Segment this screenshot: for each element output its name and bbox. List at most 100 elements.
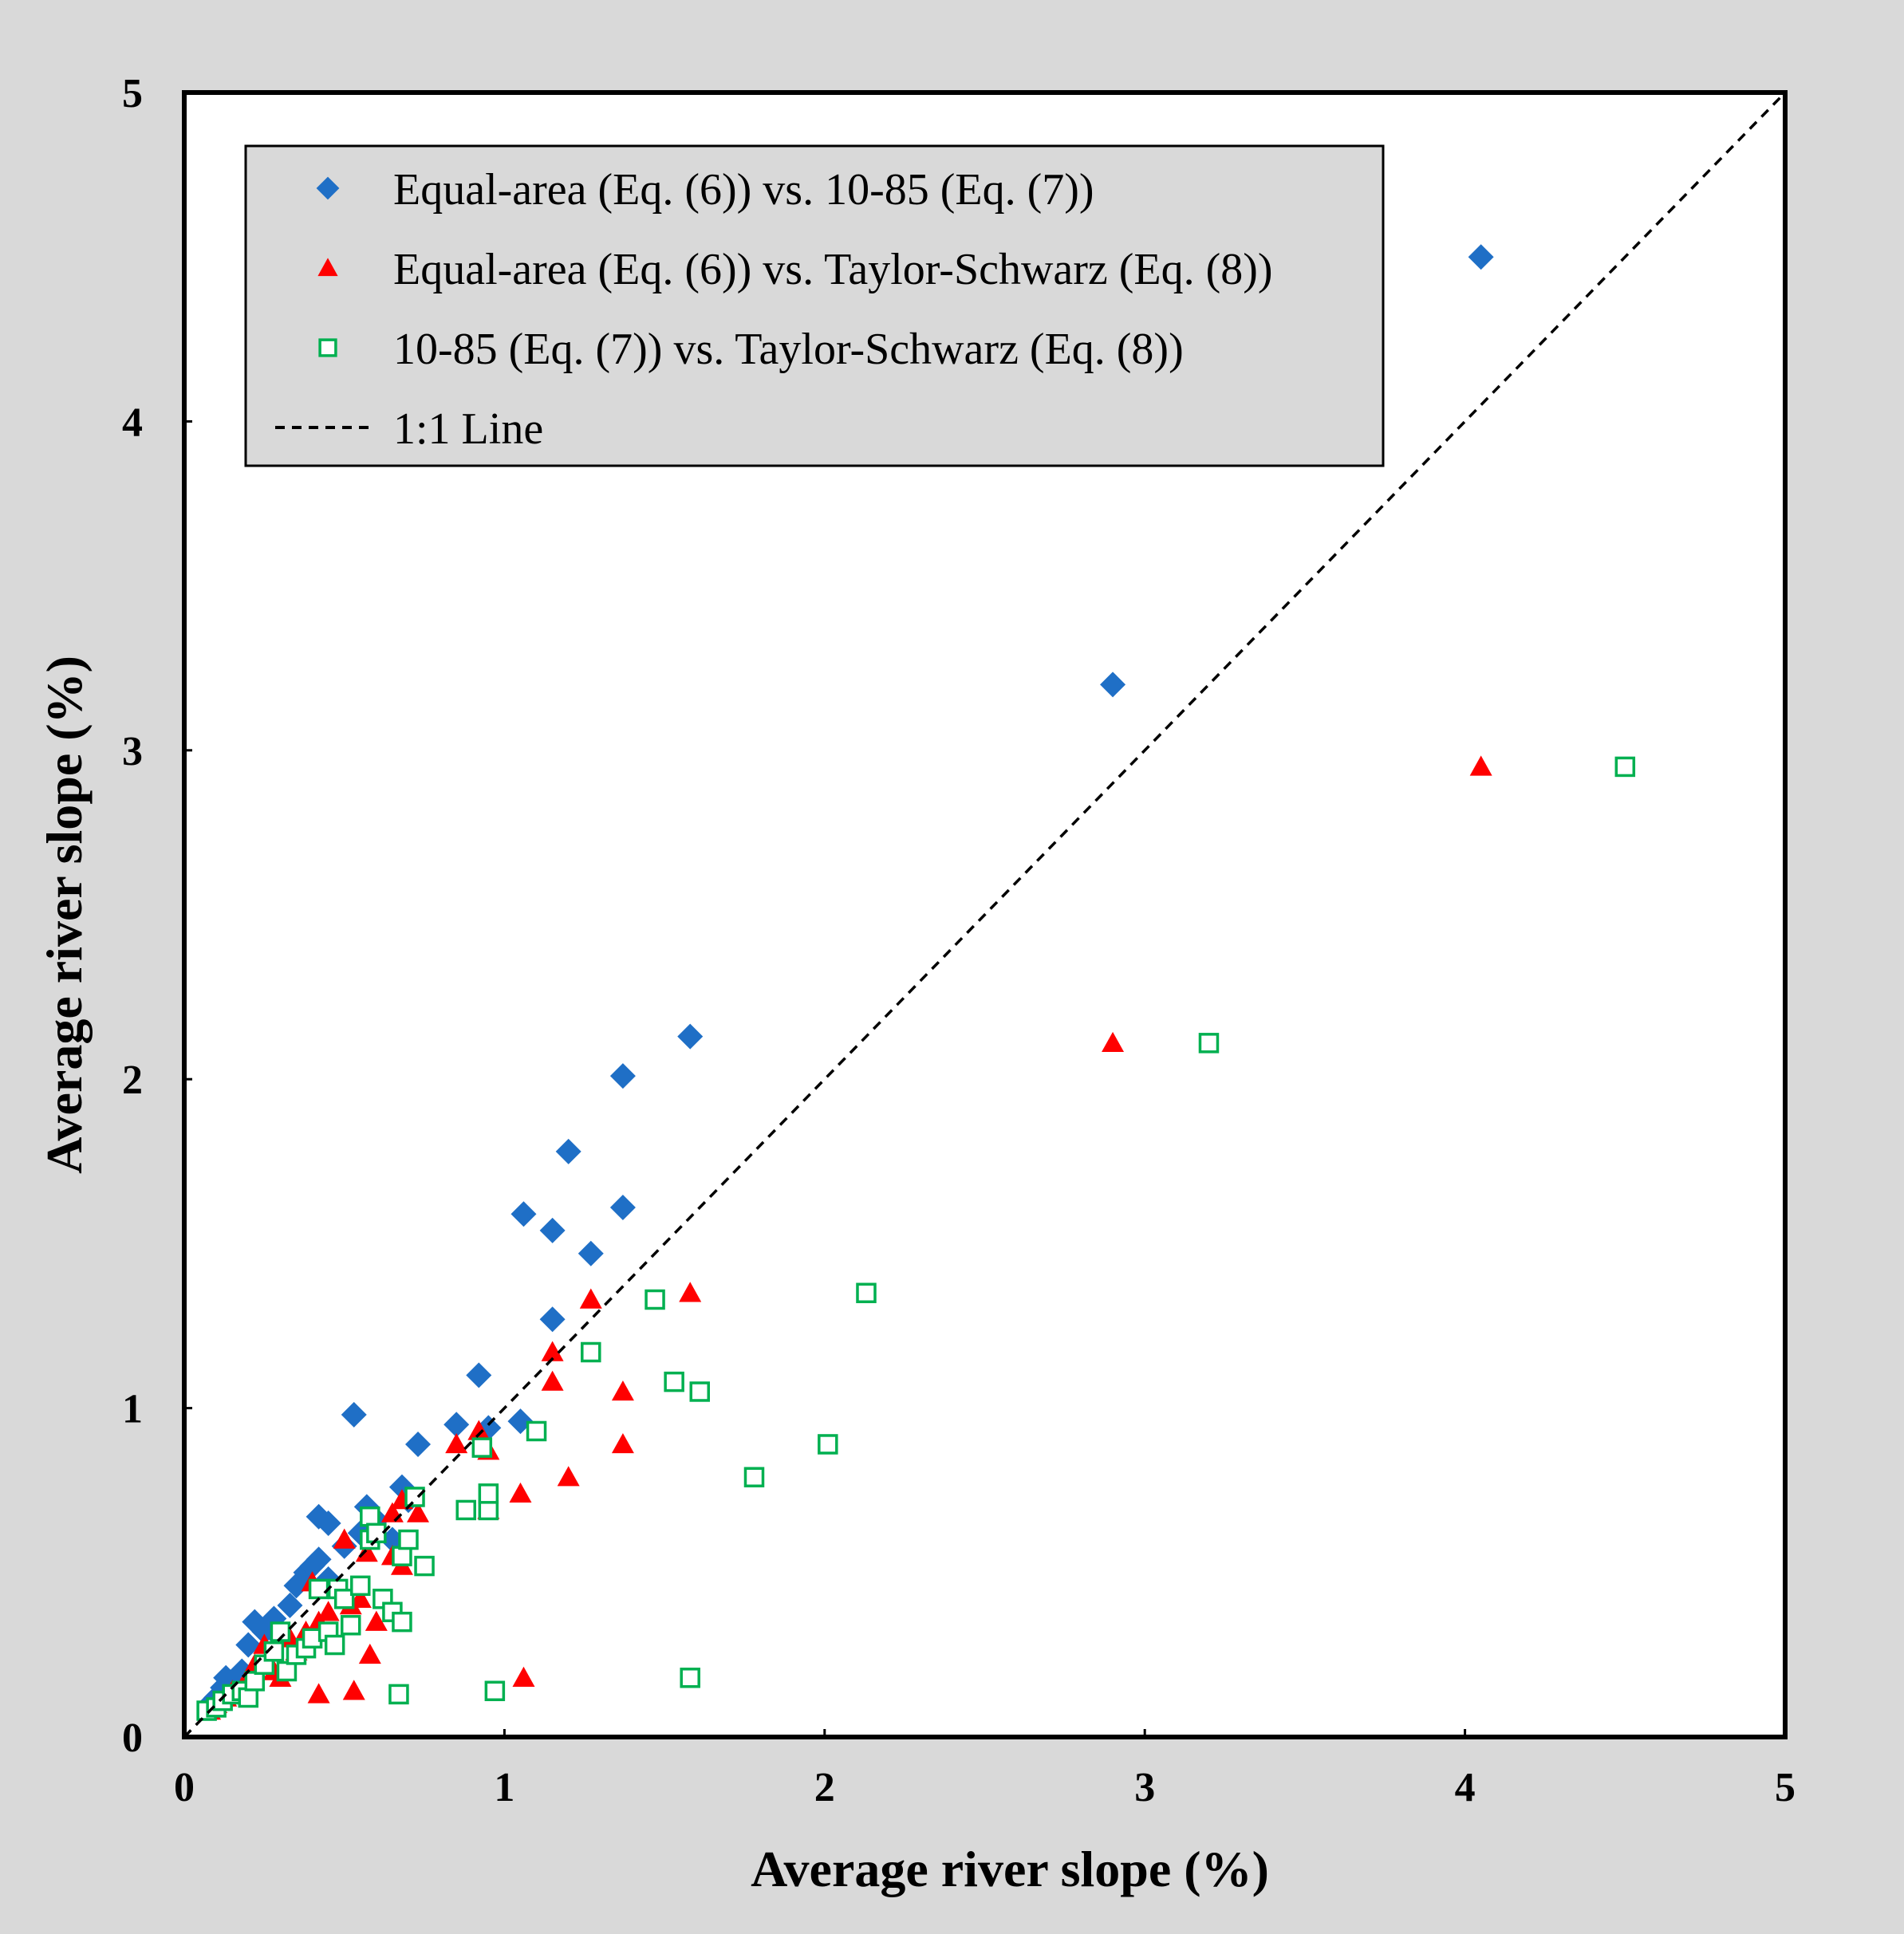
data-point-square <box>270 1621 291 1642</box>
data-point-triangle <box>509 1482 532 1503</box>
data-point-diamond <box>677 1023 704 1050</box>
data-point-diamond <box>277 1593 303 1619</box>
data-point-square <box>414 1555 435 1577</box>
data-point-square <box>276 1660 298 1682</box>
y-tick-label: 3 <box>122 729 143 774</box>
data-point-square <box>324 1634 345 1656</box>
y-tick-label: 5 <box>122 71 143 116</box>
data-point-triangle <box>358 1643 381 1664</box>
data-point-triangle <box>365 1610 388 1631</box>
legend-swatch-square <box>318 338 337 357</box>
data-point-triangle <box>679 1282 702 1302</box>
data-point-diamond <box>466 1362 492 1388</box>
data-point-triangle <box>579 1288 602 1309</box>
x-axis-title: Average river slope (%) <box>751 1841 1269 1897</box>
y-axis-ticks: 0 1 2 3 4 5 <box>122 71 192 1761</box>
legend-label: 10-85 (Eq. (7)) vs. Taylor-Schwarz (Eq. … <box>393 325 1184 374</box>
data-point-triangle <box>333 1528 356 1549</box>
data-point-triangle <box>445 1432 468 1454</box>
data-point-square <box>244 1671 266 1692</box>
data-point-diamond <box>539 1306 566 1333</box>
legend: Equal-area (Eq. (6)) vs. 10-85 (Eq. (7))… <box>244 144 1385 467</box>
data-point-diamond <box>1100 672 1126 698</box>
data-point-square <box>398 1529 419 1550</box>
data-point-triangle <box>557 1466 580 1487</box>
data-point-square <box>392 1546 412 1566</box>
data-point-triangle <box>317 1601 340 1621</box>
data-point-square <box>478 1499 499 1521</box>
legend-label: Equal-area (Eq. (6)) vs. 10-85 (Eq. (7)) <box>393 165 1094 215</box>
data-point-square <box>388 1684 409 1705</box>
data-point-square <box>856 1282 877 1304</box>
data-point-square <box>308 1578 329 1600</box>
data-point-triangle <box>467 1420 491 1440</box>
data-point-diamond <box>609 1063 636 1089</box>
data-point-square <box>526 1420 547 1442</box>
data-point-diamond <box>578 1240 604 1266</box>
x-tick-label: 0 <box>174 1765 195 1810</box>
data-point-square <box>645 1289 665 1310</box>
data-point-square <box>680 1668 700 1688</box>
data-point-square <box>1614 756 1636 778</box>
x-axis-ticks: 0 1 2 3 4 5 <box>174 1729 1796 1810</box>
data-point-square <box>333 1589 355 1609</box>
data-point-square <box>1198 1033 1220 1054</box>
x-tick-label: 4 <box>1455 1765 1476 1810</box>
data-point-square <box>689 1381 711 1402</box>
data-point-square <box>743 1467 765 1487</box>
data-point-square <box>484 1680 506 1702</box>
x-tick-label: 5 <box>1775 1765 1796 1810</box>
data-point-triangle <box>541 1341 564 1361</box>
data-point-diamond <box>555 1138 581 1164</box>
data-point-diamond <box>306 1546 332 1573</box>
data-point-triangle <box>611 1380 634 1401</box>
data-point-triangle <box>342 1680 365 1700</box>
data-point-square <box>404 1487 425 1507</box>
data-point-square <box>478 1483 499 1504</box>
data-point-triangle <box>541 1370 564 1391</box>
data-point-square <box>818 1434 838 1455</box>
data-point-diamond <box>510 1201 537 1227</box>
series-square-points <box>196 756 1636 1721</box>
data-point-diamond <box>443 1412 470 1438</box>
x-tick-label: 2 <box>814 1765 835 1810</box>
data-point-square <box>455 1499 476 1521</box>
data-point-square <box>471 1437 493 1458</box>
data-point-triangle <box>1469 755 1492 776</box>
data-point-square <box>350 1575 371 1597</box>
legend-label: 1:1 Line <box>393 404 543 454</box>
data-point-square <box>392 1611 412 1633</box>
legend-label: Equal-area (Eq. (6)) vs. Taylor-Schwarz … <box>393 245 1273 294</box>
data-point-triangle <box>512 1666 535 1687</box>
data-point-diamond <box>388 1474 415 1500</box>
legend-items: Equal-area (Eq. (6)) vs. 10-85 (Eq. (7))… <box>275 165 1273 454</box>
y-tick-label: 0 <box>122 1715 143 1761</box>
data-point-triangle <box>307 1683 330 1704</box>
data-point-diamond <box>405 1431 432 1457</box>
data-point-square <box>263 1641 285 1662</box>
y-axis-title: Average river slope (%) <box>36 656 93 1174</box>
data-point-square <box>340 1615 361 1636</box>
points-layer <box>196 244 1636 1721</box>
data-point-diamond <box>539 1217 566 1243</box>
data-point-diamond <box>315 1510 341 1536</box>
data-point-triangle <box>1102 1031 1125 1053</box>
data-point-diamond <box>341 1401 367 1428</box>
data-point-diamond <box>609 1195 636 1221</box>
data-point-square <box>366 1522 387 1544</box>
y-tick-label: 2 <box>122 1058 143 1103</box>
data-point-triangle <box>407 1502 430 1522</box>
data-point-square <box>238 1687 259 1708</box>
one-to-one-line <box>183 91 1787 1739</box>
data-point-square <box>581 1341 601 1363</box>
y-tick-label: 4 <box>122 400 143 445</box>
x-tick-label: 3 <box>1134 1765 1155 1810</box>
y-tick-label: 1 <box>122 1387 143 1432</box>
legend-swatch-diamond <box>316 176 340 200</box>
legend-swatch-triangle <box>317 258 338 277</box>
data-point-triangle <box>349 1587 372 1608</box>
legend-box <box>244 144 1385 467</box>
data-point-diamond <box>1468 244 1494 270</box>
